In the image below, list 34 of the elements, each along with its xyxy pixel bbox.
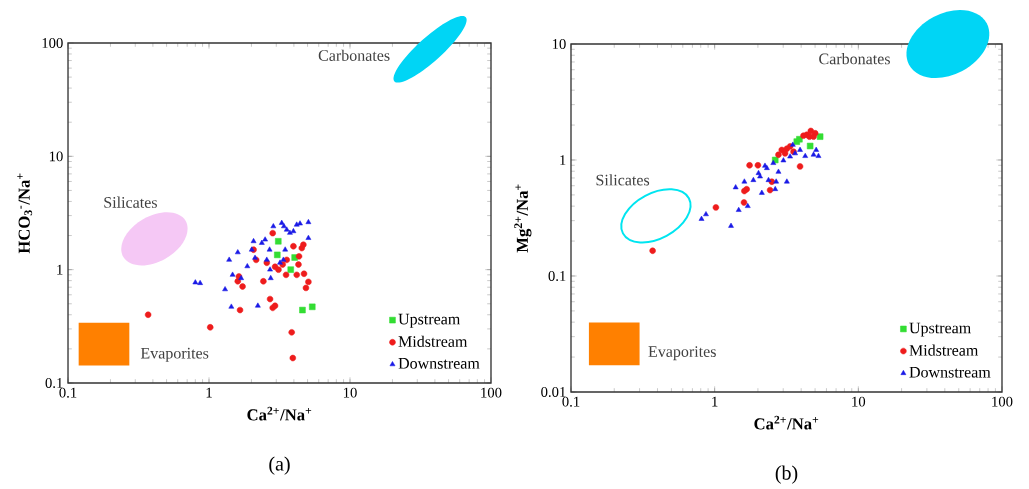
y-tick-label: 0.1 bbox=[45, 378, 63, 388]
y-axis-title: Mg$^{2+}$/Na$^{+}$ bbox=[514, 184, 532, 253]
annotation: Silicates bbox=[104, 196, 157, 208]
legend-label: Midstream bbox=[909, 344, 979, 356]
y-tick-label: 1 bbox=[57, 264, 63, 275]
annotation: Carbonates bbox=[819, 53, 890, 65]
legend-label: Midstream bbox=[398, 335, 468, 347]
annotation: Carbonates bbox=[318, 49, 390, 61]
legend-label: Downstream bbox=[398, 358, 480, 369]
x-axis-title: Ca$^{2+}$/Na$^{+}$ bbox=[247, 406, 312, 421]
x-tick-label: 1 bbox=[712, 396, 718, 407]
legend-label: Upstream bbox=[909, 322, 971, 337]
y-tick-label: 10 bbox=[49, 151, 63, 162]
y-tick-label: 0.1 bbox=[548, 271, 566, 281]
x-tick-label: 10 bbox=[343, 387, 357, 398]
x-tick-label: 100 bbox=[481, 387, 502, 398]
y-tick-label: 0.01 bbox=[541, 387, 566, 397]
x-tick-label: 0.1 bbox=[562, 396, 580, 407]
y-tick-label: 10 bbox=[552, 39, 566, 49]
x-tick-label: 0.1 bbox=[59, 387, 77, 398]
annotation: Evaporites bbox=[648, 346, 716, 361]
legend-label: Upstream bbox=[398, 313, 461, 328]
text: (b) bbox=[775, 465, 798, 484]
legend-label: Downstream bbox=[909, 366, 991, 378]
x-tick-label: 10 bbox=[852, 396, 866, 407]
y-axis-title: HCO$_{3}$$^{-}$/Na$^{+}$ bbox=[17, 173, 33, 254]
x-axis-title: Ca$^{2+}$/Na$^{+}$ bbox=[754, 415, 819, 430]
annotation: Evaporites bbox=[140, 347, 209, 362]
y-tick-label: 1 bbox=[560, 155, 566, 165]
x-tick-label: 100 bbox=[992, 396, 1013, 407]
annotation: Silicates bbox=[596, 174, 650, 186]
text: (a) bbox=[269, 456, 290, 475]
x-tick-label: 1 bbox=[206, 387, 212, 398]
y-tick-label: 100 bbox=[42, 38, 63, 48]
